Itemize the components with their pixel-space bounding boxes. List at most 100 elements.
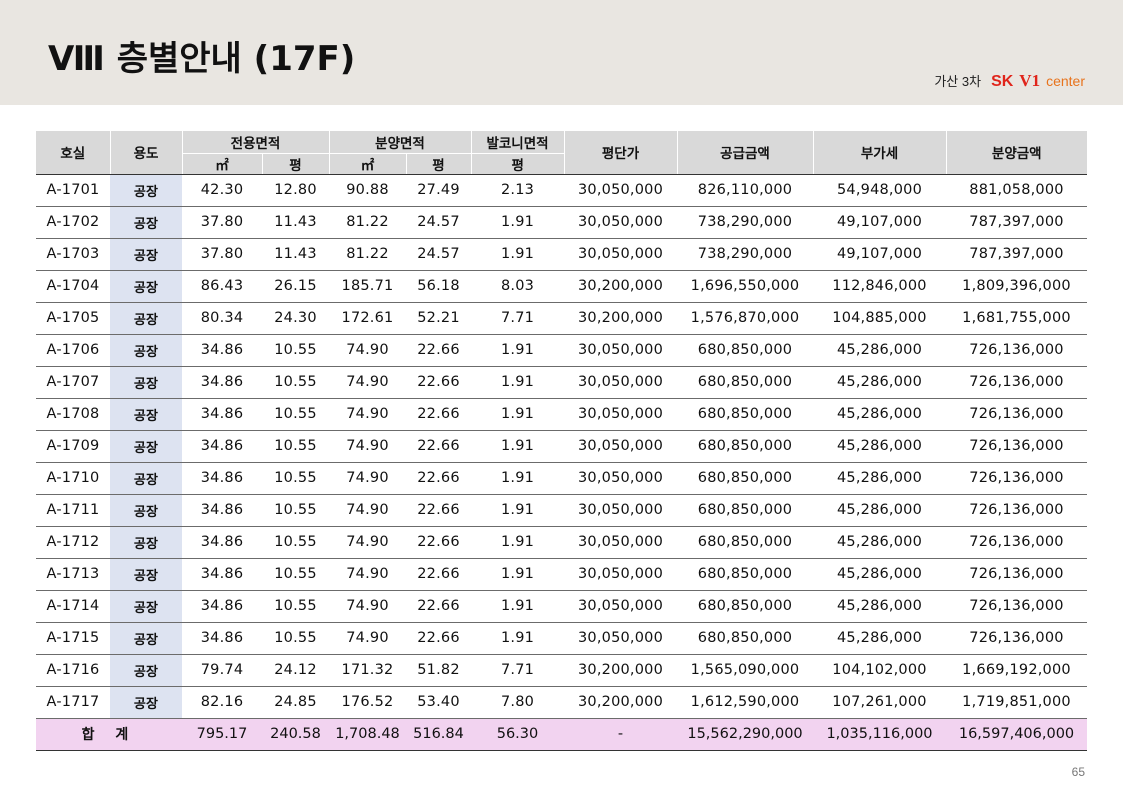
cell-sale-pyeong: 22.66	[406, 622, 471, 655]
cell-vat: 54,948,000	[813, 174, 946, 207]
cell-exclusive-pyeong: 10.55	[262, 526, 329, 559]
cell-sale-amount: 1,681,755,000	[946, 302, 1087, 335]
cell-price-per-pyeong: 30,200,000	[564, 270, 677, 303]
cell-exclusive-pyeong: 10.55	[262, 334, 329, 367]
header-price-per-pyeong: 평단가	[564, 131, 678, 175]
cell-sale-amount: 787,397,000	[946, 238, 1087, 271]
table-row: A-1701 공장 42.30 12.80 90.88 27.49 2.13 30,050,0…	[36, 174, 1087, 207]
cell-sale-amount: 726,136,000	[946, 494, 1087, 527]
cell-exclusive-m2: 37.80	[182, 206, 262, 239]
cell-balcony-pyeong: 2.13	[471, 174, 564, 207]
cell-price-per-pyeong: 30,050,000	[564, 558, 677, 591]
header-balcony-pyeong: 평	[471, 153, 564, 175]
cell-balcony-pyeong: 7.80	[471, 686, 564, 719]
cell-exclusive-pyeong: 10.55	[262, 366, 329, 399]
cell-sale-pyeong: 22.66	[406, 526, 471, 559]
cell-exclusive-m2: 37.80	[182, 238, 262, 271]
cell-exclusive-pyeong: 24.30	[262, 302, 329, 335]
cell-balcony-pyeong: 1.91	[471, 558, 564, 591]
cell-sale-m2: 74.90	[329, 462, 406, 495]
cell-exclusive-m2: 34.86	[182, 430, 262, 463]
table-row: A-1705 공장 80.34 24.30 172.61 52.21 7.71 30,200,…	[36, 302, 1087, 335]
table-row: A-1706 공장 34.86 10.55 74.90 22.66 1.91 30,050,0…	[36, 334, 1087, 367]
cell-use: 공장	[110, 526, 182, 559]
floor-table: 호실 용도 전용면적 분양면적 발코니면적 평단가 공급금액 부가세 분양금액 …	[36, 131, 1087, 751]
total-supply-amount: 15,562,290,000	[677, 718, 813, 751]
cell-sale-amount: 1,669,192,000	[946, 654, 1087, 687]
table-row: A-1713 공장 34.86 10.55 74.90 22.66 1.91 30,050,0…	[36, 558, 1087, 591]
header-room: 호실	[36, 131, 111, 175]
cell-sale-amount: 1,719,851,000	[946, 686, 1087, 719]
header-vat: 부가세	[813, 131, 947, 175]
cell-vat: 45,286,000	[813, 430, 946, 463]
cell-exclusive-pyeong: 24.85	[262, 686, 329, 719]
table-row: A-1703 공장 37.80 11.43 81.22 24.57 1.91 30,050,0…	[36, 238, 1087, 271]
total-sale-m2: 1,708.48	[329, 718, 406, 751]
cell-balcony-pyeong: 1.91	[471, 430, 564, 463]
cell-room: A-1712	[36, 526, 110, 559]
table-row: A-1707 공장 34.86 10.55 74.90 22.66 1.91 30,050,0…	[36, 366, 1087, 399]
cell-room: A-1708	[36, 398, 110, 431]
cell-vat: 45,286,000	[813, 334, 946, 367]
cell-balcony-pyeong: 1.91	[471, 622, 564, 655]
cell-room: A-1701	[36, 174, 110, 207]
page-title: Ⅷ 층별안내 (17F)	[48, 39, 356, 79]
cell-sale-pyeong: 56.18	[406, 270, 471, 303]
cell-exclusive-m2: 34.86	[182, 590, 262, 623]
cell-balcony-pyeong: 1.91	[471, 462, 564, 495]
table-row: A-1714 공장 34.86 10.55 74.90 22.66 1.91 30,050,0…	[36, 590, 1087, 623]
cell-sale-pyeong: 51.82	[406, 654, 471, 687]
cell-exclusive-m2: 42.30	[182, 174, 262, 207]
table-row: A-1708 공장 34.86 10.55 74.90 22.66 1.91 30,050,0…	[36, 398, 1087, 431]
cell-sale-pyeong: 22.66	[406, 398, 471, 431]
cell-sale-amount: 726,136,000	[946, 462, 1087, 495]
cell-price-per-pyeong: 30,050,000	[564, 398, 677, 431]
cell-sale-m2: 74.90	[329, 494, 406, 527]
cell-sale-amount: 726,136,000	[946, 398, 1087, 431]
cell-sale-pyeong: 22.66	[406, 430, 471, 463]
cell-balcony-pyeong: 1.91	[471, 238, 564, 271]
cell-balcony-pyeong: 1.91	[471, 494, 564, 527]
total-sale-pyeong: 516.84	[406, 718, 471, 751]
header-exclusive-m2: ㎡	[182, 153, 263, 175]
table-row: A-1710 공장 34.86 10.55 74.90 22.66 1.91 30,050,0…	[36, 462, 1087, 495]
cell-exclusive-m2: 34.86	[182, 526, 262, 559]
header-balcony-area: 발코니면적	[471, 131, 565, 154]
cell-supply-amount: 680,850,000	[677, 462, 813, 495]
cell-price-per-pyeong: 30,050,000	[564, 590, 677, 623]
cell-room: A-1710	[36, 462, 110, 495]
cell-supply-amount: 680,850,000	[677, 366, 813, 399]
cell-exclusive-pyeong: 10.55	[262, 558, 329, 591]
cell-vat: 45,286,000	[813, 558, 946, 591]
cell-price-per-pyeong: 30,050,000	[564, 494, 677, 527]
cell-room: A-1716	[36, 654, 110, 687]
cell-room: A-1713	[36, 558, 110, 591]
cell-use: 공장	[110, 334, 182, 367]
table-row: A-1712 공장 34.86 10.55 74.90 22.66 1.91 30,050,0…	[36, 526, 1087, 559]
cell-price-per-pyeong: 30,050,000	[564, 206, 677, 239]
cell-price-per-pyeong: 30,050,000	[564, 366, 677, 399]
cell-sale-m2: 74.90	[329, 558, 406, 591]
cell-price-per-pyeong: 30,200,000	[564, 302, 677, 335]
cell-price-per-pyeong: 30,050,000	[564, 334, 677, 367]
cell-exclusive-pyeong: 10.55	[262, 398, 329, 431]
cell-room: A-1704	[36, 270, 110, 303]
cell-room: A-1705	[36, 302, 110, 335]
cell-sale-m2: 81.22	[329, 238, 406, 271]
cell-price-per-pyeong: 30,200,000	[564, 654, 677, 687]
cell-sale-m2: 74.90	[329, 590, 406, 623]
cell-room: A-1711	[36, 494, 110, 527]
cell-vat: 49,107,000	[813, 238, 946, 271]
cell-use: 공장	[110, 206, 182, 239]
total-row: 합 계 795.17 240.58 1,708.48 516.84 56.30 …	[36, 718, 1087, 751]
cell-exclusive-m2: 34.86	[182, 558, 262, 591]
cell-room: A-1706	[36, 334, 110, 367]
cell-price-per-pyeong: 30,050,000	[564, 174, 677, 207]
table-row: A-1709 공장 34.86 10.55 74.90 22.66 1.91 30,050,0…	[36, 430, 1087, 463]
cell-exclusive-pyeong: 10.55	[262, 622, 329, 655]
cell-sale-pyeong: 52.21	[406, 302, 471, 335]
cell-exclusive-m2: 86.43	[182, 270, 262, 303]
cell-use: 공장	[110, 270, 182, 303]
cell-exclusive-m2: 34.86	[182, 622, 262, 655]
cell-room: A-1717	[36, 686, 110, 719]
